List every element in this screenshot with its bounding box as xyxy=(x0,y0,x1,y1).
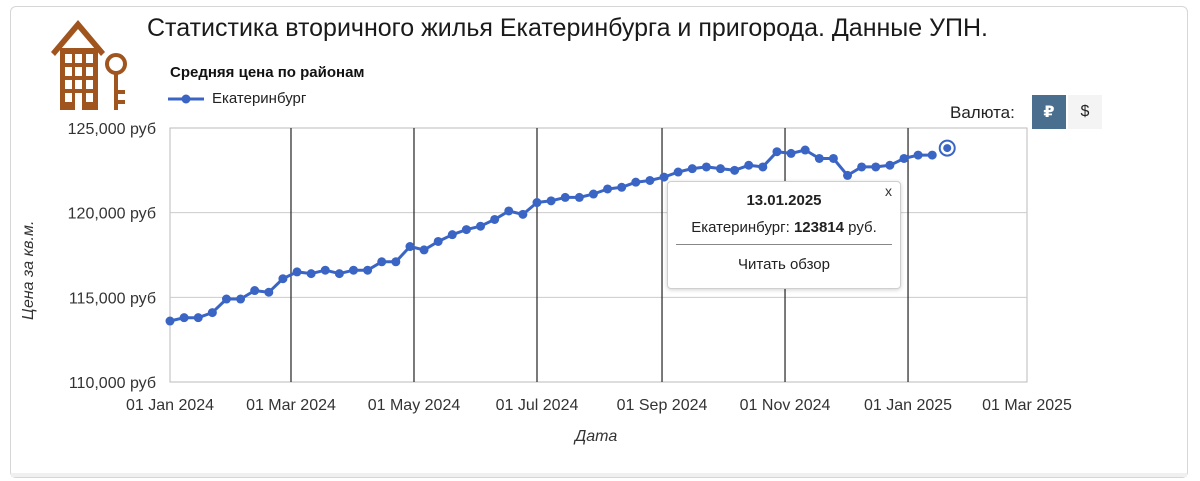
data-point xyxy=(701,162,711,172)
data-point xyxy=(800,145,810,155)
data-point xyxy=(377,257,387,267)
data-point xyxy=(814,153,824,163)
data-point xyxy=(871,162,881,172)
data-point xyxy=(659,172,669,182)
data-point xyxy=(574,192,584,202)
data-point xyxy=(179,313,189,323)
data-point xyxy=(433,236,443,246)
data-point xyxy=(603,184,613,194)
house-key-logo-icon xyxy=(51,20,127,110)
data-point xyxy=(236,294,246,304)
data-point xyxy=(772,147,782,157)
read-review-link[interactable]: Читать обзор xyxy=(738,256,830,273)
data-point xyxy=(320,265,330,275)
data-point xyxy=(419,245,429,255)
data-point xyxy=(913,150,923,160)
data-point xyxy=(363,265,373,275)
chart-widget xyxy=(10,6,1188,478)
data-point xyxy=(306,269,316,279)
data-point xyxy=(715,164,725,174)
x-axis-title: Дата xyxy=(575,428,618,445)
tooltip-value-line: Екатеринбург: 123814 руб. xyxy=(668,219,900,236)
data-point xyxy=(250,286,260,296)
page-title: Статистика вторичного жилья Екатеринбург… xyxy=(147,14,988,42)
data-point xyxy=(617,182,627,192)
x-tick-label: 01 Mar 2024 xyxy=(246,397,336,414)
data-point xyxy=(476,221,486,231)
tooltip-close-button[interactable]: x xyxy=(885,183,892,199)
data-point xyxy=(828,153,838,163)
x-tick-label: 01 Jan 2024 xyxy=(126,397,214,414)
data-point xyxy=(264,287,274,297)
data-point xyxy=(744,160,754,170)
legend-line-icon xyxy=(168,94,204,103)
tooltip-divider xyxy=(676,244,892,245)
data-point xyxy=(687,164,697,174)
data-point xyxy=(588,189,598,199)
data-point xyxy=(490,214,500,224)
currency-usd-button[interactable]: $ xyxy=(1068,95,1102,129)
legend-label: Екатеринбург xyxy=(212,90,307,107)
data-point xyxy=(546,196,556,206)
data-point xyxy=(405,242,415,252)
data-point xyxy=(560,192,570,202)
data-point xyxy=(193,313,203,323)
y-tick-label: 115,000 руб xyxy=(69,290,156,307)
tooltip-date: 13.01.2025 xyxy=(746,192,822,209)
tooltip-series-label: Екатеринбург: xyxy=(691,219,790,236)
chart-title: Средняя цена по районам xyxy=(170,64,365,81)
tooltip-unit: руб. xyxy=(848,219,877,236)
legend-item[interactable]: Екатеринбург xyxy=(166,90,306,107)
x-tick-label: 01 Jan 2025 xyxy=(864,397,952,414)
y-tick-label: 110,000 руб xyxy=(69,375,156,392)
x-tick-label: 01 Mar 2025 xyxy=(982,397,1072,414)
x-tick-label: 01 Jul 2024 xyxy=(496,397,579,414)
data-point xyxy=(885,160,895,170)
data-point xyxy=(461,225,471,235)
data-point xyxy=(447,230,457,240)
data-point xyxy=(292,267,302,277)
data-point xyxy=(278,274,288,284)
data-point xyxy=(631,177,641,187)
data-point xyxy=(758,162,768,172)
data-point xyxy=(165,316,175,326)
data-point xyxy=(899,153,909,163)
data-point xyxy=(207,308,217,318)
data-point xyxy=(518,209,528,219)
data-point xyxy=(730,165,740,175)
currency-label: Валюта: xyxy=(950,103,1015,122)
tooltip-value: 123814 xyxy=(793,219,844,236)
currency-rub-button[interactable]: ₽ xyxy=(1032,95,1066,129)
x-tick-label: 01 Nov 2024 xyxy=(740,397,831,414)
x-tick-label: 01 Sep 2024 xyxy=(617,397,708,414)
y-tick-label: 120,000 руб xyxy=(68,206,156,223)
y-tick-label: 125,000 руб xyxy=(68,121,156,138)
data-point xyxy=(927,150,937,160)
data-point xyxy=(221,294,231,304)
bottom-band xyxy=(11,473,1187,477)
data-point xyxy=(843,170,853,180)
data-point xyxy=(532,198,542,208)
data-point xyxy=(857,162,867,172)
data-point xyxy=(673,167,683,177)
x-tick-label: 01 May 2024 xyxy=(368,397,461,414)
highlight-point xyxy=(943,144,952,153)
data-point xyxy=(504,206,514,216)
tooltip: 13.01.2025 x Екатеринбург: 123814 руб. Ч… xyxy=(667,181,901,289)
data-point xyxy=(334,269,344,279)
data-point xyxy=(391,257,401,267)
data-point xyxy=(645,175,655,185)
data-point xyxy=(786,148,796,158)
data-point xyxy=(348,265,358,275)
